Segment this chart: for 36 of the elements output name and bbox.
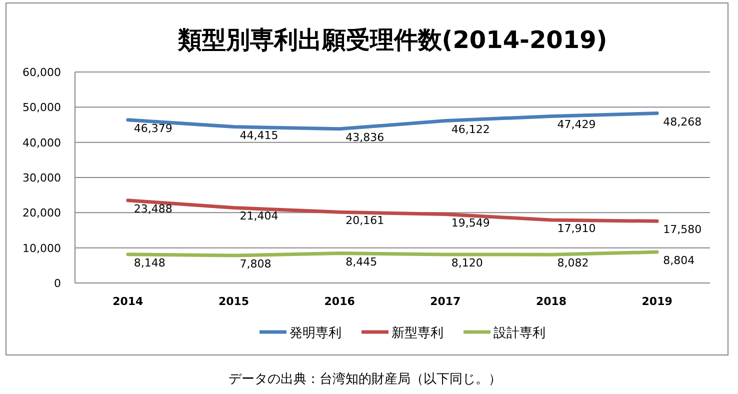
- data-label: 47,429: [557, 118, 596, 132]
- data-label: 8,120: [451, 256, 483, 270]
- data-label: 7,808: [240, 258, 272, 271]
- y-tick-label: 20,000: [22, 206, 61, 220]
- y-tick-label: 60,000: [22, 66, 61, 79]
- y-tick-label: 40,000: [22, 136, 61, 150]
- x-tick-label: 2019: [642, 295, 672, 308]
- data-label: 8,445: [346, 255, 378, 268]
- data-label: 23,488: [134, 202, 172, 216]
- legend-label: 新型専利: [392, 326, 444, 341]
- data-label: 8,082: [557, 256, 589, 270]
- y-tick-label: 0: [54, 277, 61, 290]
- x-tick-label: 2018: [536, 295, 567, 308]
- data-label: 44,415: [240, 128, 278, 142]
- data-label: 8,804: [663, 254, 695, 268]
- data-label: 21,404: [240, 210, 278, 223]
- data-label: 46,122: [451, 122, 490, 136]
- title: 類型別専利出願受理件数(2014-2019): [178, 26, 608, 54]
- x-tick-label: 2015: [218, 295, 250, 308]
- data-label: 46,379: [134, 122, 172, 135]
- legend-label: 発明専利: [290, 326, 342, 341]
- x-tick-label: 2017: [430, 295, 461, 308]
- x-tick-label: 2016: [324, 295, 356, 308]
- data-label: 8,148: [134, 256, 166, 270]
- x-tick-label: 2014: [112, 295, 144, 308]
- y-tick-label: 30,000: [22, 172, 61, 184]
- data-label: 17,580: [663, 223, 702, 236]
- data-label: 19,549: [451, 216, 490, 230]
- data-label: 17,910: [557, 222, 596, 236]
- data-label: 20,161: [346, 214, 384, 228]
- text: データの出典：台湾知的財産局（以下同じ。）: [228, 371, 502, 387]
- data-label: 48,268: [663, 115, 702, 128]
- legend-label: 設計専利: [494, 326, 546, 341]
- data-label: 43,836: [346, 130, 384, 144]
- y-tick-label: 50,000: [22, 101, 61, 114]
- y-tick-label: 10,000: [22, 242, 61, 255]
